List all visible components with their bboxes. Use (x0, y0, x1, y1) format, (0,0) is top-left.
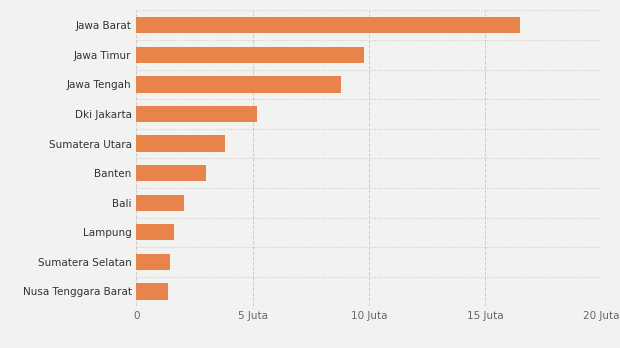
Bar (136, 47, 365, 63)
Bar (136, 283, 169, 300)
Bar (136, 76, 341, 93)
Bar (136, 135, 224, 152)
Bar (136, 165, 206, 181)
Bar (136, 17, 520, 33)
Bar (136, 106, 257, 122)
Bar (136, 224, 174, 240)
Bar (136, 254, 170, 270)
Bar (136, 195, 184, 211)
